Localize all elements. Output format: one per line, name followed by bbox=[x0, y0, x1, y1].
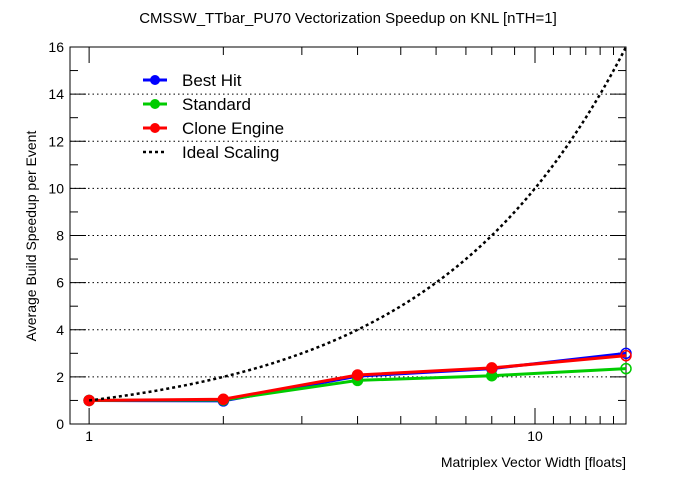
y-tick-label: 2 bbox=[56, 369, 64, 385]
y-tick-label: 16 bbox=[48, 39, 64, 55]
y-axis-label: Average Build Speedup per Event bbox=[23, 131, 39, 342]
ideal-scaling-legend-label: Ideal Scaling bbox=[182, 143, 279, 162]
clone-engine-point bbox=[351, 369, 364, 381]
x-axis-label: Matriplex Vector Width [floats] bbox=[441, 454, 626, 470]
best-hit-legend-label: Best Hit bbox=[182, 71, 242, 90]
standard-point bbox=[620, 362, 632, 375]
y-tick-label: 0 bbox=[56, 416, 64, 432]
x-tick-label: 10 bbox=[527, 428, 543, 444]
standard-legend-marker bbox=[150, 99, 160, 109]
ideal-scaling-line bbox=[88, 46, 628, 402]
clone-engine-point bbox=[486, 362, 498, 374]
y-tick-label: 14 bbox=[48, 86, 64, 102]
y-tick-label: 6 bbox=[56, 275, 64, 291]
legend: Best Hit Standard Clone Engine Ideal Scalin… bbox=[143, 71, 284, 162]
clone-engine-legend-marker bbox=[150, 123, 160, 133]
y-tick-label: 8 bbox=[56, 228, 64, 244]
y-tick-label: 12 bbox=[48, 133, 64, 149]
y-tick-label: 10 bbox=[48, 180, 64, 196]
clone-engine-legend-label: Clone Engine bbox=[182, 119, 284, 138]
clone-engine-point bbox=[217, 393, 230, 406]
x-tick-label: 1 bbox=[85, 428, 93, 444]
clone-engine-point bbox=[620, 349, 632, 362]
standard-legend-label: Standard bbox=[182, 95, 251, 114]
best-hit-legend-marker bbox=[150, 75, 160, 85]
y-tick-label: 4 bbox=[56, 322, 64, 338]
chart-title: CMSSW_TTbar_PU70 Vectorization Speedup o… bbox=[139, 10, 557, 27]
